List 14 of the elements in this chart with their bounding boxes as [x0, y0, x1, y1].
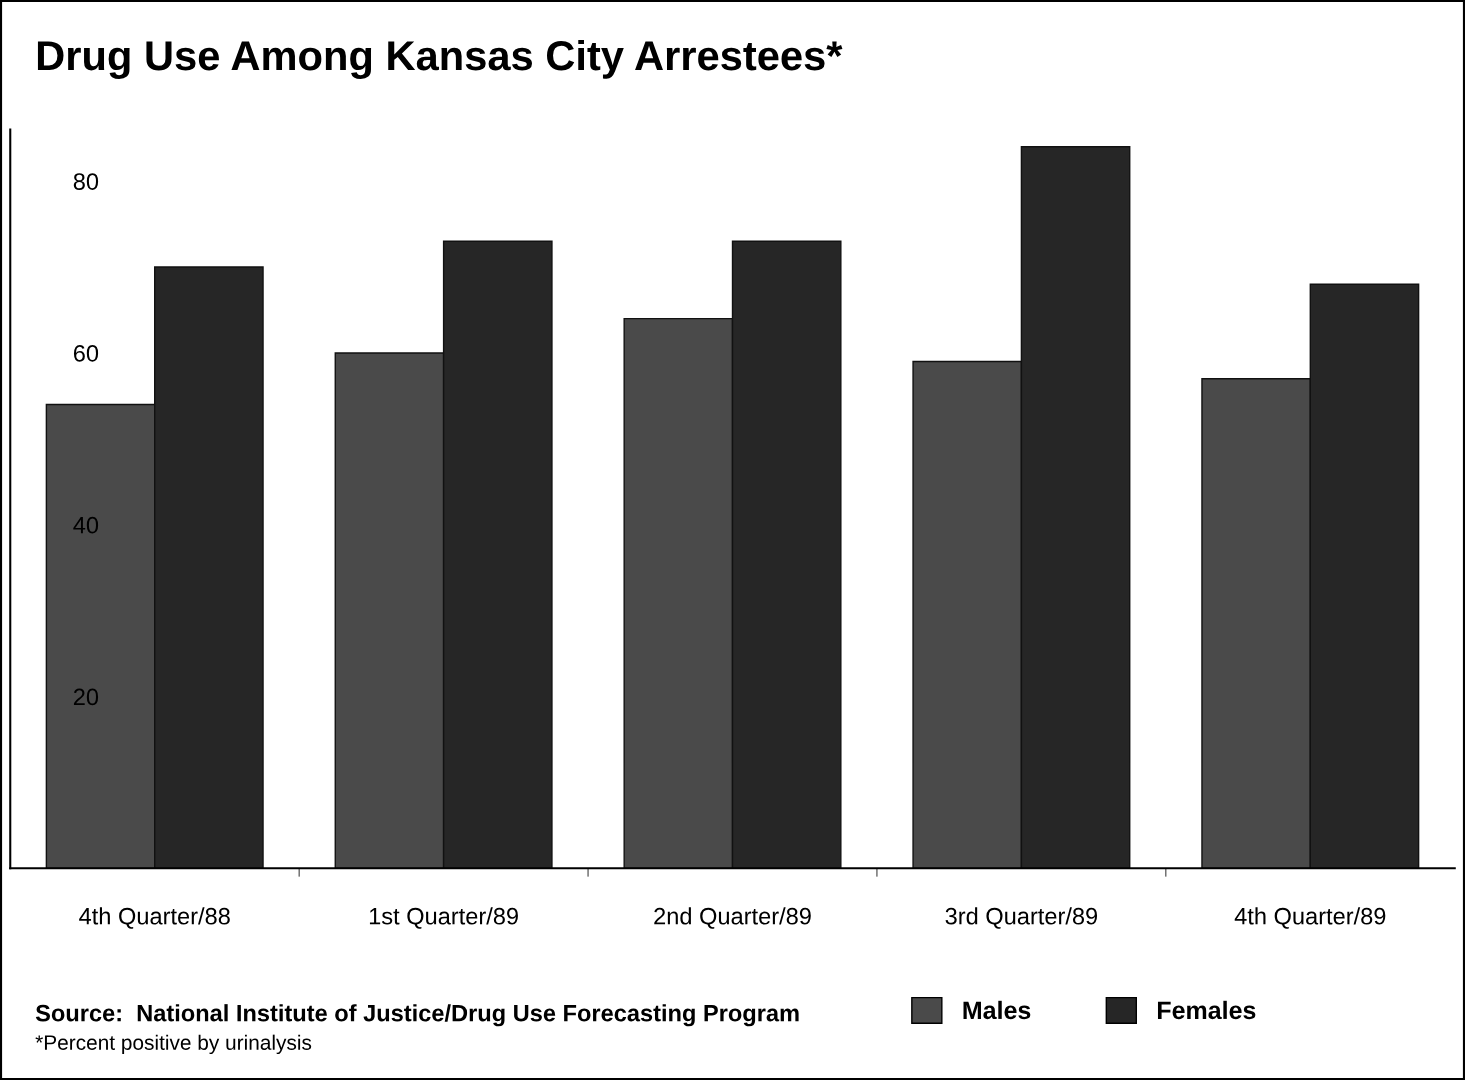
- y-tick-label: 80: [73, 173, 99, 190]
- x-tick-label: 4th Quarter/89: [1234, 907, 1386, 929]
- x-tick-label: 2nd Quarter/89: [654, 907, 811, 929]
- chart-title: Drug Use Among Kansas City Arrestees*: [37, 39, 843, 79]
- x-tick-label: 3rd Quarter/89: [945, 907, 1098, 929]
- legend-label: Males: [963, 1000, 1031, 1020]
- legend-label: Females: [1157, 1000, 1256, 1020]
- y-tick-label: 20: [73, 688, 99, 706]
- x-tick-label: 4th Quarter/88: [79, 907, 230, 929]
- y-tick-label: 40: [73, 516, 99, 534]
- x-tick-label: 1st Quarter/89: [369, 907, 518, 929]
- y-tick-label: 60: [73, 345, 99, 362]
- text: *Percent positive by urinalysis: [35, 1034, 312, 1055]
- source-note: Source: National Institute of Justice/Drug Use Forecasting Program: [35, 1004, 799, 1027]
